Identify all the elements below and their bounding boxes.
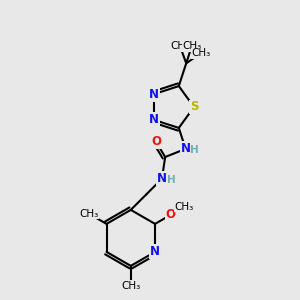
Text: N: N [157,172,167,185]
Text: CH₃: CH₃ [191,48,211,58]
Text: N: N [149,113,159,126]
Text: N: N [149,88,159,100]
Text: N: N [181,142,190,155]
Text: CH₃: CH₃ [121,281,140,291]
Text: O: O [151,135,161,148]
Text: H: H [167,175,175,185]
Text: CH₃: CH₃ [80,209,99,219]
Text: O: O [166,208,176,221]
Text: CH₃: CH₃ [175,202,194,212]
Text: CH₃: CH₃ [182,41,201,51]
Text: S: S [190,100,198,113]
Text: N: N [150,245,160,258]
Text: H: H [190,145,199,155]
Text: CH₃: CH₃ [170,41,190,51]
